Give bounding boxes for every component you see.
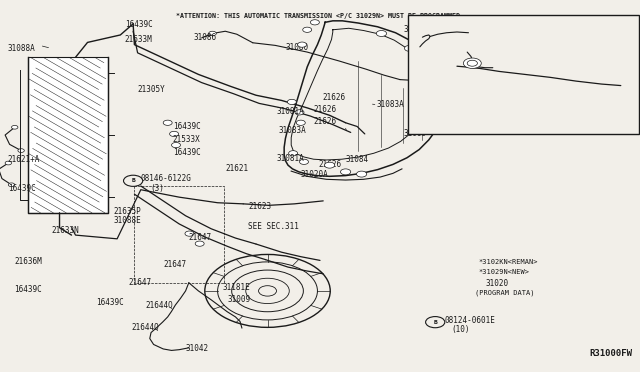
Circle shape (170, 131, 179, 137)
Text: 21626: 21626 (314, 105, 337, 114)
Text: 31020A: 31020A (301, 170, 328, 179)
Circle shape (463, 58, 481, 68)
Circle shape (340, 169, 351, 175)
Text: 16439C: 16439C (125, 20, 152, 29)
Text: 08124-0601E: 08124-0601E (444, 316, 495, 325)
Text: 21644Q: 21644Q (132, 323, 159, 332)
Text: 21644Q: 21644Q (146, 301, 173, 310)
Text: *3102KN<REMAN>: *3102KN<REMAN> (479, 259, 538, 265)
Text: 31083A: 31083A (278, 126, 306, 135)
Text: B: B (131, 178, 135, 183)
Circle shape (467, 60, 477, 66)
Text: 16439C: 16439C (8, 184, 35, 193)
Text: SEE SEC.311: SEE SEC.311 (248, 222, 299, 231)
Text: 31069: 31069 (403, 129, 426, 138)
Circle shape (426, 317, 445, 328)
Text: *31029N<NEW>: *31029N<NEW> (479, 269, 530, 275)
Circle shape (324, 162, 335, 168)
Text: 21626: 21626 (314, 117, 337, 126)
Circle shape (296, 120, 305, 125)
Circle shape (376, 31, 387, 36)
Text: (3): (3) (150, 184, 164, 193)
Text: 21647: 21647 (163, 260, 186, 269)
Circle shape (417, 127, 428, 133)
Text: (PROGRAM DATA): (PROGRAM DATA) (475, 289, 534, 296)
Text: 31042: 31042 (186, 344, 209, 353)
Text: 31082E: 31082E (458, 73, 486, 82)
Text: R31000FW: R31000FW (589, 349, 632, 358)
Text: 21635P: 21635P (114, 207, 141, 216)
Circle shape (163, 120, 172, 125)
Text: 31181E: 31181E (223, 283, 250, 292)
Circle shape (209, 31, 216, 36)
Text: 31081A: 31081A (276, 107, 304, 116)
Text: 31080: 31080 (285, 43, 308, 52)
Text: 21305Y: 21305Y (138, 85, 165, 94)
Circle shape (172, 142, 180, 148)
Text: 31086: 31086 (194, 33, 217, 42)
Text: B: B (433, 320, 437, 325)
Text: 16439C: 16439C (173, 122, 200, 131)
Text: 31098ZA: 31098ZA (499, 127, 532, 136)
Text: 31020: 31020 (485, 279, 508, 288)
Text: 16439C: 16439C (96, 298, 124, 307)
Text: 21621+A: 21621+A (8, 155, 40, 164)
Text: 16439C: 16439C (173, 148, 200, 157)
Text: 31083A: 31083A (376, 100, 404, 109)
Text: 31081A: 31081A (276, 154, 304, 163)
Circle shape (185, 231, 194, 236)
Text: 31092U: 31092U (403, 25, 431, 34)
Bar (28, 57, 108, 213)
Circle shape (310, 20, 319, 25)
Circle shape (195, 241, 204, 246)
Circle shape (12, 125, 18, 129)
Text: 21626: 21626 (323, 93, 346, 102)
Bar (408, 15, 639, 134)
Circle shape (303, 27, 312, 32)
Text: 31009: 31009 (227, 295, 250, 304)
Circle shape (425, 64, 435, 70)
Circle shape (295, 110, 304, 115)
Text: 31084: 31084 (346, 155, 369, 164)
Circle shape (289, 151, 298, 156)
Circle shape (434, 86, 444, 92)
Circle shape (18, 149, 24, 153)
Circle shape (298, 42, 307, 47)
Circle shape (431, 109, 442, 115)
Text: 31082E: 31082E (475, 45, 502, 54)
Circle shape (356, 171, 367, 177)
Text: 16439C: 16439C (14, 285, 42, 294)
Text: 21647: 21647 (128, 278, 151, 287)
Circle shape (300, 159, 308, 164)
Text: 21626: 21626 (319, 160, 342, 169)
Circle shape (8, 183, 15, 187)
Text: 21621: 21621 (225, 164, 248, 173)
Circle shape (404, 45, 415, 51)
Text: *ATTENTION: THIS AUTOMATIC TRANSMISSION <P/C 31029N> MUST BE PROGRAMMED.: *ATTENTION: THIS AUTOMATIC TRANSMISSION … (176, 13, 464, 19)
Text: 21533X: 21533X (173, 135, 200, 144)
Text: 21623: 21623 (248, 202, 271, 211)
Text: 21633N: 21633N (51, 226, 79, 235)
Text: (10): (10) (452, 325, 470, 334)
Circle shape (5, 161, 12, 165)
Circle shape (287, 99, 296, 105)
Text: 21647: 21647 (189, 233, 212, 242)
Text: 21636M: 21636M (14, 257, 42, 266)
Circle shape (124, 175, 143, 186)
Text: 21633M: 21633M (125, 35, 152, 44)
Text: 31088A: 31088A (8, 44, 35, 53)
Text: 08146-6122G: 08146-6122G (141, 174, 191, 183)
Text: 31088E: 31088E (114, 217, 141, 225)
